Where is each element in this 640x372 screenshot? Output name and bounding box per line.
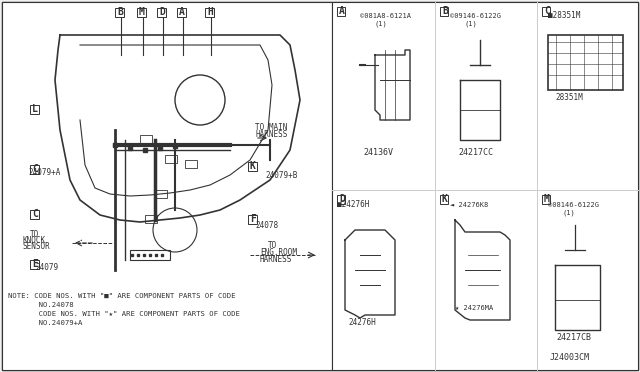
Text: K: K bbox=[442, 194, 448, 204]
Text: C: C bbox=[544, 6, 550, 16]
Text: ENG.ROOM: ENG.ROOM bbox=[260, 248, 297, 257]
Text: 24079+A: 24079+A bbox=[28, 168, 60, 177]
Bar bbox=[337, 195, 346, 204]
Bar bbox=[205, 8, 214, 17]
Text: J24003CM: J24003CM bbox=[550, 353, 590, 362]
Bar bbox=[137, 8, 145, 17]
Text: ©08146-6122G: ©08146-6122G bbox=[548, 202, 599, 208]
Text: B: B bbox=[117, 7, 123, 17]
Text: (1): (1) bbox=[465, 20, 477, 26]
Text: H: H bbox=[207, 7, 213, 17]
Bar bbox=[140, 135, 152, 143]
Text: A: A bbox=[339, 6, 345, 16]
Text: M: M bbox=[544, 194, 550, 204]
Bar bbox=[248, 162, 257, 171]
Bar bbox=[542, 7, 550, 16]
Text: NOTE: CODE NOS. WITH "■" ARE COMPONENT PARTS OF CODE: NOTE: CODE NOS. WITH "■" ARE COMPONENT P… bbox=[8, 293, 236, 299]
Bar bbox=[130, 250, 170, 260]
Text: 28351M: 28351M bbox=[555, 93, 583, 102]
Text: HARNESS: HARNESS bbox=[260, 255, 292, 264]
Bar bbox=[30, 260, 38, 269]
Bar bbox=[165, 155, 177, 163]
Text: D: D bbox=[159, 7, 165, 17]
Text: ©081A8-6121A: ©081A8-6121A bbox=[360, 13, 411, 19]
Bar bbox=[542, 195, 550, 204]
Text: (1): (1) bbox=[563, 209, 576, 215]
Text: TO: TO bbox=[268, 241, 277, 250]
Bar bbox=[145, 215, 157, 223]
Bar bbox=[185, 160, 197, 168]
Text: A: A bbox=[179, 7, 185, 17]
Text: ■24276H: ■24276H bbox=[337, 200, 369, 209]
Text: 24276H: 24276H bbox=[348, 318, 376, 327]
Text: 24079: 24079 bbox=[35, 263, 58, 272]
Text: SENSOR: SENSOR bbox=[22, 242, 50, 251]
Text: KNOCK: KNOCK bbox=[22, 236, 45, 245]
Bar bbox=[2, 2, 332, 370]
Bar bbox=[440, 7, 449, 16]
Text: CODE NOS. WITH "★" ARE COMPONENT PARTS OF CODE: CODE NOS. WITH "★" ARE COMPONENT PARTS O… bbox=[8, 311, 240, 317]
Bar bbox=[30, 105, 38, 114]
Bar bbox=[30, 210, 38, 219]
Text: 24217CC: 24217CC bbox=[458, 148, 493, 157]
Bar bbox=[177, 8, 186, 17]
Bar bbox=[115, 8, 124, 17]
Text: K: K bbox=[250, 161, 256, 171]
Text: ■28351M: ■28351M bbox=[548, 11, 580, 20]
Text: ◄ 24276K8: ◄ 24276K8 bbox=[450, 202, 488, 208]
Text: HARNESS: HARNESS bbox=[255, 130, 287, 139]
Text: NO.24078: NO.24078 bbox=[8, 302, 74, 308]
Bar bbox=[248, 215, 257, 224]
Text: M: M bbox=[139, 7, 145, 17]
Text: E: E bbox=[32, 259, 38, 269]
Text: C: C bbox=[32, 164, 38, 174]
Bar bbox=[440, 195, 449, 204]
Bar bbox=[337, 7, 346, 16]
Text: 24136V: 24136V bbox=[363, 148, 393, 157]
Text: TO: TO bbox=[30, 230, 39, 239]
Text: ©09146-6122G: ©09146-6122G bbox=[450, 13, 501, 19]
Text: TO MAIN: TO MAIN bbox=[255, 123, 287, 132]
Bar bbox=[157, 8, 166, 17]
Text: ★ 24276MA: ★ 24276MA bbox=[455, 305, 493, 311]
Text: L: L bbox=[32, 104, 38, 114]
Text: NO.24079+A: NO.24079+A bbox=[8, 320, 83, 326]
Bar bbox=[332, 2, 638, 370]
Text: F: F bbox=[250, 214, 256, 224]
Bar bbox=[30, 165, 38, 174]
Text: B: B bbox=[442, 6, 448, 16]
Text: D: D bbox=[339, 194, 345, 204]
Text: C: C bbox=[32, 209, 38, 219]
Text: 24078: 24078 bbox=[255, 221, 278, 230]
Bar bbox=[548, 35, 623, 90]
Text: 24217CB: 24217CB bbox=[556, 333, 591, 342]
Bar bbox=[155, 190, 167, 198]
Text: 24079+B: 24079+B bbox=[265, 171, 298, 180]
Text: (1): (1) bbox=[375, 20, 388, 26]
